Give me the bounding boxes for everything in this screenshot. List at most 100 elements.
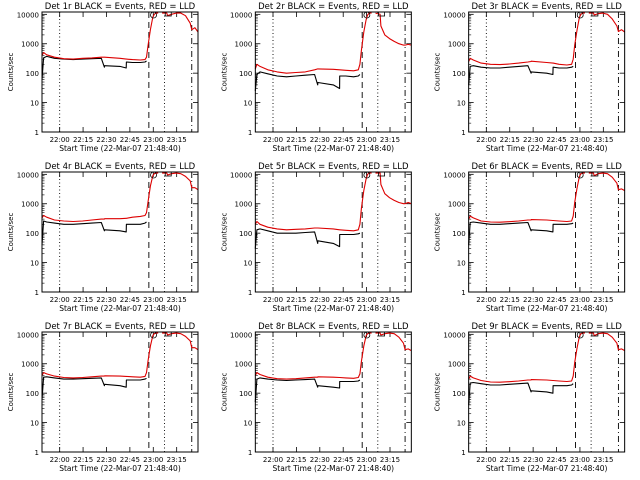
lld-series-line (468, 332, 625, 383)
events-series-line (41, 376, 147, 400)
events-series-line (41, 55, 147, 80)
events-series-line (468, 65, 574, 85)
x-axis-label: Start Time (22-Mar-07 21:48:40) (59, 144, 181, 153)
y-axis-label: Counts/sec (434, 373, 442, 412)
panel-title: Det 2r BLACK = Events, RED = LLD (258, 2, 409, 12)
x-tick-label: 22:45 (120, 296, 140, 304)
lld-series-line (468, 12, 626, 66)
x-tick-label: 22:15 (500, 136, 520, 144)
detector-panel-2: Det 2r BLACK = Events, RED = LLD 1 10 100 10… (220, 2, 412, 153)
lld-series-line (468, 172, 625, 223)
x-axis-label: Start Time (22-Mar-07 21:48:40) (486, 304, 608, 313)
x-tick-label: 22:30 (310, 456, 330, 464)
y-tick-label: 100 (452, 70, 465, 78)
y-tick-label: 10 (457, 260, 466, 268)
y-tick-label: 10 (457, 420, 466, 428)
x-tick-label: 22:45 (333, 136, 353, 144)
x-tick-label: 22:30 (523, 296, 543, 304)
y-axis-label: Counts/sec (7, 53, 15, 92)
events-series-line (468, 381, 574, 405)
y-tick-label: 1000 (21, 361, 39, 369)
x-tick-label: 23:15 (380, 136, 400, 144)
y-tick-label: 100 (239, 390, 252, 398)
x-axis-label: Start Time (22-Mar-07 21:48:40) (273, 144, 395, 153)
y-tick-label: 1 (35, 289, 39, 297)
lld-series-line (41, 12, 199, 61)
panel-title: Det 7r BLACK = Events, RED = LLD (45, 322, 196, 332)
x-tick-label: 22:15 (286, 456, 306, 464)
y-axis-label: Counts/sec (220, 373, 228, 412)
detector-panel-1: Det 1r BLACK = Events, RED = LLD 1 10 100 10… (7, 2, 199, 153)
x-axis-label: Start Time (22-Mar-07 21:48:40) (273, 464, 395, 473)
x-tick-label: 22:30 (96, 456, 116, 464)
y-tick-label: 1 (248, 129, 252, 137)
y-tick-label: 100 (452, 230, 465, 238)
y-tick-label: 10000 (17, 11, 39, 19)
x-tick-label: 23:15 (167, 456, 187, 464)
y-tick-label: 10 (243, 260, 252, 268)
y-tick-label: 10 (30, 260, 39, 268)
y-tick-label: 10000 (17, 171, 39, 179)
x-tick-label: 22:00 (50, 296, 70, 304)
y-axis-label: Counts/sec (220, 53, 228, 92)
y-tick-label: 1 (35, 129, 39, 137)
x-tick-label: 22:15 (73, 456, 93, 464)
events-series-line (254, 377, 361, 403)
y-tick-label: 10000 (443, 11, 465, 19)
y-tick-label: 1000 (21, 201, 39, 209)
x-tick-label: 23:00 (570, 456, 590, 464)
x-tick-label: 22:45 (546, 456, 566, 464)
y-tick-label: 10 (243, 420, 252, 428)
lld-series-line (254, 172, 412, 232)
plot-frame (254, 331, 412, 453)
y-tick-label: 1000 (235, 361, 253, 369)
y-tick-label: 1000 (21, 41, 39, 49)
x-axis-label: Start Time (22-Mar-07 21:48:40) (486, 464, 608, 473)
lld-series-line (254, 332, 412, 380)
lld-series-line (41, 332, 199, 379)
x-tick-label: 22:45 (546, 136, 566, 144)
x-tick-label: 22:00 (50, 456, 70, 464)
y-tick-label: 10000 (230, 171, 252, 179)
x-tick-label: 22:00 (263, 456, 283, 464)
x-tick-label: 22:00 (476, 136, 496, 144)
y-tick-label: 1 (461, 289, 465, 297)
y-tick-label: 100 (26, 70, 39, 78)
x-tick-label: 22:15 (500, 456, 520, 464)
x-tick-label: 23:00 (143, 456, 163, 464)
x-tick-label: 23:15 (167, 296, 187, 304)
y-tick-label: 10000 (230, 11, 252, 19)
x-tick-label: 22:30 (523, 136, 543, 144)
x-tick-label: 23:00 (357, 296, 377, 304)
y-tick-label: 1 (248, 289, 252, 297)
events-series-line (468, 221, 574, 245)
x-tick-label: 22:30 (310, 136, 330, 144)
events-series-line (254, 71, 361, 91)
x-tick-label: 22:30 (523, 456, 543, 464)
y-tick-label: 100 (452, 390, 465, 398)
y-tick-label: 1000 (235, 201, 253, 209)
x-tick-label: 22:45 (333, 296, 353, 304)
detector-panel-6: Det 6r BLACK = Events, RED = LLD 1 10 100 10… (434, 162, 626, 313)
lld-series-line (254, 12, 412, 74)
x-axis-label: Start Time (22-Mar-07 21:48:40) (59, 304, 181, 313)
y-tick-label: 1000 (448, 41, 466, 49)
x-tick-label: 22:30 (96, 136, 116, 144)
x-tick-label: 23:15 (593, 296, 613, 304)
x-tick-label: 23:15 (593, 456, 613, 464)
y-axis-label: Counts/sec (7, 213, 15, 252)
y-tick-label: 10 (457, 100, 466, 108)
detector-panel-5: Det 5r BLACK = Events, RED = LLD 1 10 100 10… (220, 162, 412, 313)
x-tick-label: 22:00 (50, 136, 70, 144)
panel-title: Det 6r BLACK = Events, RED = LLD (471, 162, 622, 172)
plot-frame (254, 11, 412, 133)
events-series-line (254, 228, 361, 249)
x-tick-label: 23:00 (357, 456, 377, 464)
plot-frame (254, 171, 412, 293)
y-tick-label: 1 (35, 449, 39, 457)
panel-title: Det 5r BLACK = Events, RED = LLD (258, 162, 409, 172)
plot-frame (468, 171, 626, 293)
panel-title: Det 1r BLACK = Events, RED = LLD (45, 2, 196, 12)
x-tick-label: 22:45 (120, 136, 140, 144)
